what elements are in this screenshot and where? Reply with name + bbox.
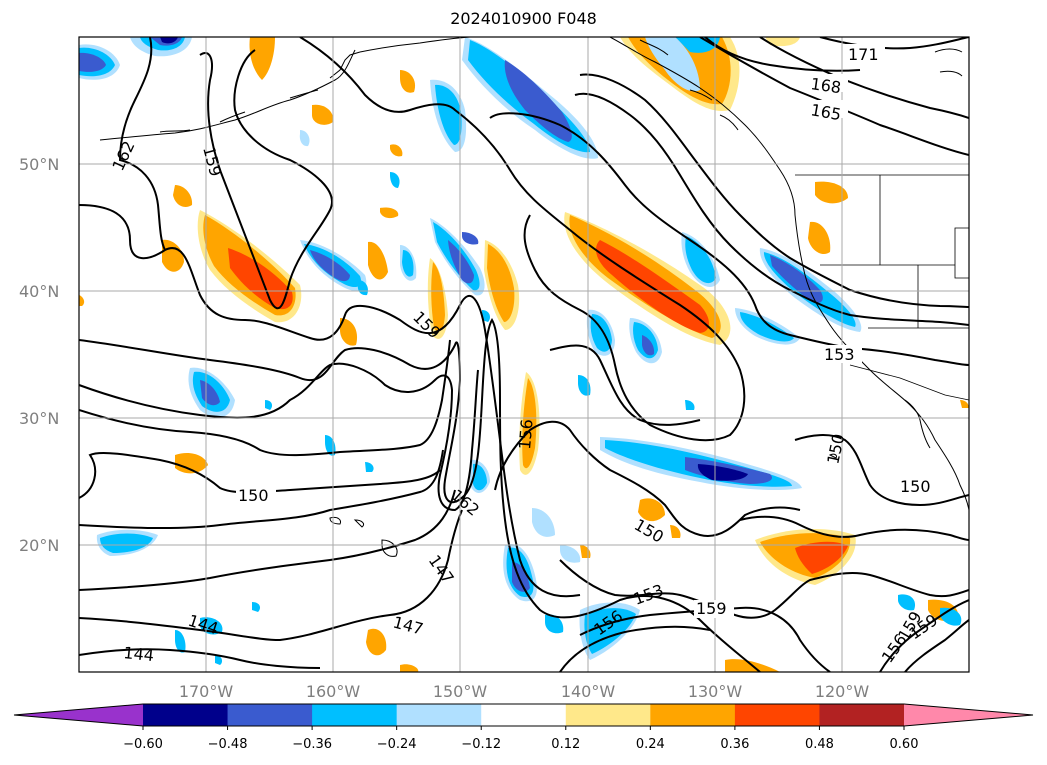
contour-label: 171 bbox=[848, 45, 879, 64]
lon-label-140w: 140°W bbox=[561, 682, 616, 701]
colorbar-segment bbox=[227, 704, 313, 726]
colorbar-tick-label: −0.12 bbox=[461, 737, 501, 752]
colorbar-tick-label: 0.48 bbox=[805, 737, 834, 752]
colorbar-tick-label: −0.60 bbox=[123, 737, 163, 752]
axis-labels: 50°N 40°N 30°N 20°N 170°W 160°W 150°W 14… bbox=[19, 155, 869, 701]
contour-label: 144 bbox=[123, 643, 155, 665]
colorbar-tick-label: −0.36 bbox=[292, 737, 332, 752]
colorbar-segment bbox=[481, 704, 567, 726]
lat-label-40: 40°N bbox=[19, 282, 59, 301]
gridlines bbox=[79, 37, 969, 672]
colorbar-segment bbox=[650, 704, 736, 726]
colorbar-tick-label: 0.36 bbox=[720, 737, 749, 752]
lon-label-170w: 170°W bbox=[179, 682, 234, 701]
contour-label: 168 bbox=[809, 74, 842, 97]
map-frame bbox=[78, 36, 970, 673]
negative-patches bbox=[79, 37, 962, 665]
lon-label-130w: 130°W bbox=[688, 682, 743, 701]
colorbar-segment bbox=[312, 704, 398, 726]
lat-label-30: 30°N bbox=[19, 409, 59, 428]
colorbar-segment bbox=[565, 704, 651, 726]
lat-label-50: 50°N bbox=[19, 155, 59, 174]
colorbar-tick-label: 0.12 bbox=[551, 737, 580, 752]
map-title: 2024010900 F048 bbox=[450, 9, 597, 28]
filled-anomaly-layer bbox=[79, 37, 969, 672]
contour-label-group: 171 168 165 162 159 159 159 156 153 150 … bbox=[108, 44, 941, 666]
contour-label: 150 bbox=[238, 486, 269, 505]
coastlines bbox=[99, 37, 969, 557]
colorbar: −0.60 −0.48 −0.36 −0.24 −0.12 0.12 0.24 0.36 0.4… bbox=[13, 703, 1034, 752]
colorbar-over-triangle bbox=[904, 704, 1033, 726]
lon-label-120w: 120°W bbox=[815, 682, 870, 701]
contour-label: 153 bbox=[824, 345, 855, 364]
colorbar-tick-label: 0.24 bbox=[636, 737, 665, 752]
colorbar-segment bbox=[143, 704, 229, 726]
contour-label: 150 bbox=[900, 477, 931, 496]
colorbar-tick-label: −0.24 bbox=[377, 737, 417, 752]
colorbar-tick-label: 0.60 bbox=[890, 737, 919, 752]
lon-label-160w: 160°W bbox=[306, 682, 361, 701]
lon-label-150w: 150°W bbox=[433, 682, 488, 701]
colorbar-tick-label: −0.48 bbox=[208, 737, 248, 752]
lat-label-20: 20°N bbox=[19, 536, 59, 555]
colorbar-segment bbox=[396, 704, 482, 726]
contour-label: 159 bbox=[696, 599, 727, 618]
contour-label: 156 bbox=[515, 418, 537, 450]
colorbar-segment bbox=[734, 704, 820, 726]
contour-lines bbox=[79, 37, 969, 672]
colorbar-segment bbox=[819, 704, 905, 726]
political-borders bbox=[795, 174, 969, 401]
colorbar-under-triangle bbox=[14, 704, 143, 726]
